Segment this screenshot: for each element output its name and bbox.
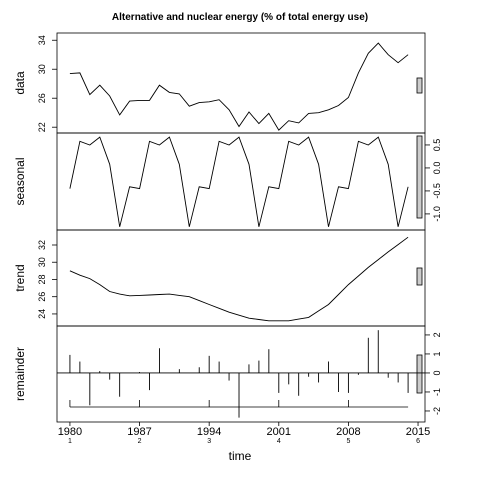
y-tick-label: 32 — [37, 240, 47, 250]
panel-frame — [56, 325, 426, 423]
y-tick-label: 0.0 — [432, 162, 442, 175]
scale-bars — [416, 77, 423, 394]
chart-title: Alternative and nuclear energy (% of tot… — [112, 12, 368, 23]
cycle-label: 3 — [207, 438, 211, 445]
y-axis-label: trend — [13, 264, 27, 291]
cycle-label: 6 — [416, 438, 420, 445]
y-tick-label: 30 — [37, 64, 47, 74]
scale-bar — [416, 267, 423, 286]
y-tick-label: 22 — [37, 122, 47, 132]
scale-bar — [416, 135, 423, 219]
y-tick-label: -1.0 — [432, 206, 442, 222]
x-tick-label: 2015 — [406, 426, 430, 438]
cycle-label: 5 — [346, 438, 350, 445]
x-tick-label: 2008 — [336, 426, 360, 438]
series-line — [69, 136, 409, 227]
series-line — [69, 236, 409, 322]
y-tick-label: 2 — [432, 332, 442, 337]
y-tick-label: 30 — [37, 257, 47, 267]
y-axis-label: seasonal — [13, 157, 27, 205]
y-tick-label: 24 — [37, 309, 47, 319]
x-tick-label: 1987 — [127, 426, 151, 438]
y-tick-label: -1 — [432, 388, 442, 396]
y-tick-label: 0 — [432, 370, 442, 375]
panel-frame — [56, 32, 426, 134]
x-tick-label: 1980 — [58, 426, 82, 438]
y-tick-label: -2 — [432, 407, 442, 415]
y-tick-label: 26 — [37, 93, 47, 103]
series-line — [69, 42, 409, 131]
y-tick-label: 0.5 — [432, 139, 442, 152]
y-tick-label: 26 — [37, 292, 47, 302]
scale-bar — [416, 354, 423, 394]
y-axis-label: data — [13, 71, 27, 95]
x-tick-label: 2001 — [267, 426, 291, 438]
y-axis-label: remainder — [13, 347, 27, 401]
cycle-label: 2 — [138, 438, 142, 445]
y-tick-label: 28 — [37, 274, 47, 284]
y-tick-label: 34 — [37, 35, 47, 45]
scale-bar — [416, 77, 423, 94]
y-tick-label: -0.5 — [432, 183, 442, 199]
cycle-label: 4 — [277, 438, 281, 445]
panel-frame — [56, 229, 426, 327]
cycle-label: 1 — [68, 438, 72, 445]
x-tick-label: 1994 — [197, 426, 221, 438]
x-axis-label: time — [229, 449, 252, 463]
y-tick-label: 1 — [432, 351, 442, 356]
